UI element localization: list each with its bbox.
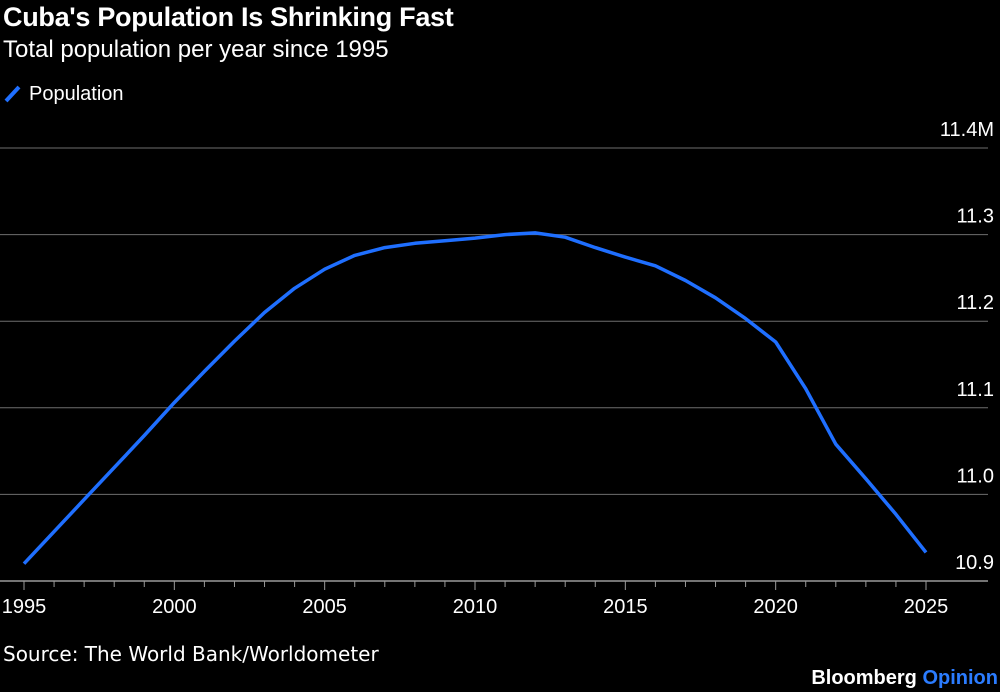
x-tick-label: 2010 (453, 596, 498, 618)
y-tick-label: 11.4M (940, 119, 994, 141)
x-tick-label: 2025 (904, 596, 949, 618)
y-tick-label: 11.2 (957, 292, 994, 314)
x-tick-label: 2020 (753, 596, 798, 618)
x-tick-label: 2000 (152, 596, 197, 618)
x-tick-label: 2005 (302, 596, 347, 618)
y-tick-label: 11.3 (957, 206, 994, 228)
chart-subtitle: Total population per year since 1995 (3, 36, 389, 63)
source-note: Source: The World Bank/Worldometer (3, 642, 379, 666)
x-tick-label: 1995 (2, 596, 47, 618)
brand-logo: Bloomberg Opinion (811, 667, 998, 690)
x-tick-label: 2015 (603, 596, 648, 618)
population-series-line (22, 231, 928, 565)
brand-name: Bloomberg (811, 667, 917, 689)
y-tick-label: 10.9 (955, 552, 994, 574)
legend-line-swatch-icon (4, 85, 21, 103)
y-tick-label: 11.1 (957, 379, 994, 401)
legend: Population (3, 82, 124, 106)
chart-title: Cuba's Population Is Shrinking Fast (3, 2, 454, 32)
brand-opinion: Opinion (922, 667, 998, 689)
legend-label: Population (29, 82, 124, 105)
y-tick-label: 11.0 (957, 465, 994, 487)
